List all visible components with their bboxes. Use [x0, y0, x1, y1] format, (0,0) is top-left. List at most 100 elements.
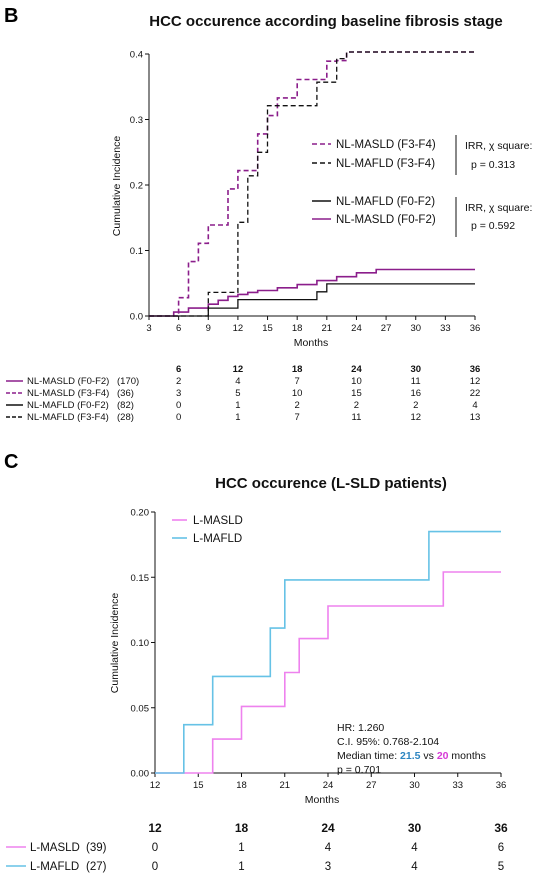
- panel-b-risk-cell: 12: [470, 376, 481, 387]
- panel-b-risk-cell: 1: [235, 400, 240, 411]
- panel-b-stats-pvalue: p = 0.592: [471, 220, 515, 232]
- panel-c-median-prefix: Median time:: [337, 750, 400, 762]
- panel-b-risk-cell: 10: [292, 388, 303, 399]
- panel-c-y-tick-label: 0.05: [131, 703, 150, 714]
- panel-b-risk-cell: 3: [176, 388, 181, 399]
- panel-c-y-axis-label: Cumulative Incidence: [109, 593, 121, 694]
- panel-c-median-suffix: months: [449, 750, 486, 762]
- panel-b-risk-header: 18: [292, 364, 303, 375]
- panel-b-legend: NL-MASLD (F3-F4) NL-MAFLD (F3-F4) NL-MAFLD…: [312, 139, 436, 226]
- panel-b-legend-label: NL-MASLD (F0-F2): [336, 214, 436, 226]
- panel-b-risk-row-n: (36): [117, 388, 134, 399]
- panel-c-chart: C HCC occurence (L-SLD patients) Cumulat…: [4, 451, 508, 873]
- panel-c-risk-cell: 6: [498, 842, 504, 854]
- panel-c-risk-header: 12: [148, 821, 162, 835]
- panel-b-risk-cell: 13: [470, 412, 481, 423]
- panel-b-y-tick-label: 0.1: [130, 246, 143, 257]
- panel-c-risk-header: 18: [235, 821, 249, 835]
- panel-b-x-tick-label: 9: [206, 323, 211, 334]
- panel-b-y-tick-label: 0.3: [130, 115, 143, 126]
- panel-b-x-tick-label: 33: [440, 323, 451, 334]
- panel-b-risk-cell: 5: [235, 388, 240, 399]
- panel-c-risk-cell: 1: [238, 842, 244, 854]
- panel-b-risk-cell: 2: [354, 400, 359, 411]
- panel-b-legend-label: NL-MASLD (F3-F4): [336, 139, 436, 151]
- panel-c-risk-table: 12 18 24 30 36 L-MASLD (39) 0 1 4 4 6 L-MAFLD (27) 0 1 3…: [6, 821, 508, 873]
- panel-b-series-line: [149, 283, 475, 317]
- panel-c-ci: C.I. 95%: 0.768-2.104: [337, 736, 439, 748]
- panel-c-x-tick-label: 18: [236, 780, 247, 791]
- panel-c-y-tick-label: 0.20: [131, 508, 150, 519]
- panel-b-risk-cell: 2: [176, 376, 181, 387]
- panel-c-risk-row-n: (27): [86, 861, 107, 873]
- panel-b-risk-cell: 11: [411, 376, 421, 387]
- panel-b-risk-cell: 16: [410, 388, 421, 399]
- panel-b-chart: B HCC occurence according baseline fibro…: [4, 5, 532, 423]
- panel-b-x-tick-label: 24: [351, 323, 362, 334]
- panel-b-risk-row-n: (28): [117, 412, 134, 423]
- panel-c-hr: HR: 1.260: [337, 722, 384, 734]
- panel-c-legend-label: L-MAFLD: [193, 533, 242, 545]
- panel-b-x-tick-label: 36: [470, 323, 481, 334]
- panel-b-risk-cell: 2: [413, 400, 418, 411]
- panel-c-risk-header: 36: [494, 821, 508, 835]
- panel-b-risk-cell: 7: [295, 376, 300, 387]
- panel-c-y-tick-label: 0.00: [131, 769, 150, 780]
- panel-c-legend-label: L-MASLD: [193, 515, 243, 527]
- panel-b-x-tick-label: 30: [410, 323, 421, 334]
- panel-b-risk-cell: 15: [351, 388, 362, 399]
- panel-c-series-group: [155, 530, 501, 774]
- panel-b-y-axis-label: Cumulative Incidence: [111, 136, 123, 237]
- panel-c-risk-row-n: (39): [86, 842, 107, 854]
- panel-c-risk-cell: 4: [325, 842, 332, 854]
- panel-b-stats-pvalue: p = 0.313: [471, 159, 515, 171]
- panel-b-axes: 0.00.10.20.30.43 6 9 12 15 18 21 24 27 30 33 36: [130, 50, 481, 335]
- panel-b-risk-cell: 10: [351, 376, 362, 387]
- panel-c-risk-cell: 0: [152, 842, 158, 854]
- panel-b-risk-row-label: NL-MASLD (F0-F2): [27, 376, 109, 387]
- panel-c-median-a: 21.5: [400, 750, 421, 762]
- panel-c-series-line: [155, 571, 501, 774]
- panel-b-risk-cell: 0: [176, 400, 181, 411]
- panel-b-risk-cell: 4: [472, 400, 477, 411]
- panel-c-median-vs: vs: [420, 750, 436, 762]
- panel-b-y-tick-label: 0.0: [130, 312, 143, 323]
- panel-c-risk-cell: 0: [152, 861, 158, 873]
- panel-c-risk-cell: 1: [238, 861, 244, 873]
- panel-c-y-tick-label: 0.10: [131, 638, 150, 649]
- panel-b-x-tick-label: 15: [262, 323, 273, 334]
- panel-b-x-axis-label: Months: [294, 337, 328, 349]
- panel-c-x-tick-label: 21: [279, 780, 290, 791]
- panel-c-letter: C: [4, 451, 18, 473]
- panel-b-x-tick-label: 12: [233, 323, 244, 334]
- panel-b-risk-cell: 1: [235, 412, 240, 423]
- panel-b-stats: IRR, χ square: p = 0.313 IRR, χ square: p =…: [455, 135, 532, 237]
- panel-b-x-tick-label: 6: [176, 323, 181, 334]
- panel-b-risk-cell: 0: [176, 412, 181, 423]
- panel-c-x-tick-label: 27: [366, 780, 377, 791]
- panel-c-axes: 0.00 0.05 0.10 0.15 0.20 12 15 18 21 24 27 30 33 36: [131, 508, 507, 792]
- panel-c-series-line: [155, 530, 501, 774]
- panel-b-legend-label: NL-MAFLD (F0-F2): [336, 196, 435, 208]
- panel-c-x-tick-label: 33: [452, 780, 463, 791]
- panel-b-risk-row-label: NL-MAFLD (F0-F2): [27, 400, 109, 411]
- panel-c-title: HCC occurence (L-SLD patients): [215, 475, 447, 492]
- panel-b-y-tick-label: 0.2: [130, 181, 143, 192]
- panel-b-risk-row-n: (82): [117, 400, 134, 411]
- panel-b-risk-header: 24: [351, 364, 362, 375]
- panel-c-risk-cell: 4: [411, 842, 418, 854]
- panel-c-stats: HR: 1.260 C.I. 95%: 0.768-2.104 Median t…: [337, 722, 486, 776]
- panel-b-risk-cell: 7: [295, 412, 300, 423]
- panel-b-y-tick-label: 0.4: [130, 50, 143, 61]
- panel-c-x-tick-label: 15: [193, 780, 204, 791]
- panel-b-risk-cell: 22: [470, 388, 481, 399]
- panel-b-title: HCC occurence according baseline fibrosi…: [149, 13, 502, 30]
- panel-c-risk-cell: 4: [411, 861, 418, 873]
- panel-c-risk-row-label: L-MAFLD: [30, 861, 79, 873]
- panel-c-risk-cell: 5: [498, 861, 504, 873]
- panel-c-risk-row-label: L-MASLD: [30, 842, 80, 854]
- panel-b-x-tick-label: 18: [292, 323, 303, 334]
- panel-b-risk-header: 36: [470, 364, 481, 375]
- panel-b-risk-header: 30: [410, 364, 421, 375]
